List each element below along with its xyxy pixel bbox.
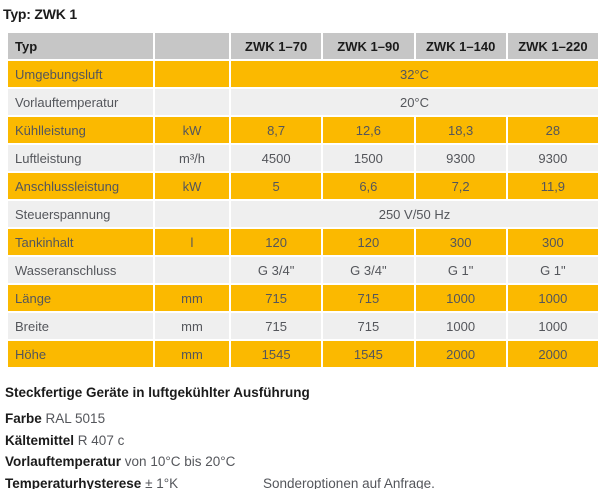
note-label: Temperaturhysterese: [5, 475, 142, 489]
row-vorlauftemperatur: Vorlauftemperatur 20°C: [8, 89, 598, 115]
col-header-zwk-1-220: ZWK 1–220: [507, 33, 598, 59]
col-header-typ: Typ: [8, 33, 153, 59]
note-temperaturhysterese: Temperaturhysterese ± 1°K Sonderoptionen…: [5, 473, 600, 489]
value-cell: 715: [231, 285, 322, 311]
spec-label: Umgebungsluft: [8, 61, 153, 87]
value-cell: 8,7: [231, 117, 322, 143]
value-cell: 9300: [507, 145, 598, 171]
spec-label: Steuerspannung: [8, 201, 153, 227]
spec-label: Vorlauftemperatur: [8, 89, 153, 115]
unit-cell: [155, 257, 229, 283]
unit-cell: kW: [155, 117, 229, 143]
unit-cell: mm: [155, 313, 229, 339]
value-cell: 28: [507, 117, 598, 143]
span-value-cell: 250 V/50 Hz: [231, 201, 598, 227]
unit-cell: [155, 89, 229, 115]
row-hoehe: Höhe mm 1545 1545 2000 2000: [8, 341, 598, 367]
value-cell: 1000: [507, 313, 598, 339]
value-cell: 5: [231, 173, 322, 199]
value-cell: 1500: [323, 145, 414, 171]
note-text: R 407 c: [77, 432, 125, 448]
col-header-zwk-1-70: ZWK 1–70: [231, 33, 322, 59]
note-text: ± 1°K: [145, 475, 179, 489]
note-label: Vorlauftemperatur: [5, 454, 122, 469]
value-cell: 11,9: [507, 173, 598, 199]
value-cell: 1000: [415, 285, 506, 311]
unit-cell: l: [155, 229, 229, 255]
value-cell: 715: [323, 313, 414, 339]
value-cell: 2000: [415, 341, 506, 367]
spec-label: Breite: [8, 313, 153, 339]
value-cell: 7,2: [415, 173, 506, 199]
value-cell: 1545: [323, 341, 414, 367]
row-steuerspannung: Steuerspannung 250 V/50 Hz: [8, 201, 598, 227]
col-header-zwk-1-90: ZWK 1–90: [323, 33, 414, 59]
unit-cell: [155, 61, 229, 87]
spec-table: Typ ZWK 1–70 ZWK 1–90 ZWK 1–140 ZWK 1–22…: [6, 31, 600, 369]
footer-notes: Steckfertige Geräte in luftgekühlter Aus…: [5, 385, 600, 489]
value-cell: G 1": [507, 257, 598, 283]
value-cell: 6,6: [323, 173, 414, 199]
spec-label: Länge: [8, 285, 153, 311]
row-laenge: Länge mm 715 715 1000 1000: [8, 285, 598, 311]
row-anschlussleistung: Anschlussleistung kW 5 6,6 7,2 11,9: [8, 173, 598, 199]
side-note: Sonderoptionen auf Anfrage.: [263, 475, 435, 489]
col-header-unit: [155, 33, 229, 59]
value-cell: 4500: [231, 145, 322, 171]
row-kuehlleistung: Kühlleistung kW 8,7 12,6 18,3 28: [8, 117, 598, 143]
value-cell: 715: [231, 313, 322, 339]
value-cell: 12,6: [323, 117, 414, 143]
row-luftleistung: Luftleistung m³/h 4500 1500 9300 9300: [8, 145, 598, 171]
spec-label: Wasseranschluss: [8, 257, 153, 283]
span-value-cell: 20°C: [231, 89, 598, 115]
value-cell: G 3/4": [231, 257, 322, 283]
col-header-zwk-1-140: ZWK 1–140: [415, 33, 506, 59]
row-umgebungsluft: Umgebungsluft 32°C: [8, 61, 598, 87]
table-header-row: Typ ZWK 1–70 ZWK 1–90 ZWK 1–140 ZWK 1–22…: [8, 33, 598, 59]
unit-cell: kW: [155, 173, 229, 199]
value-cell: 715: [323, 285, 414, 311]
value-cell: 300: [507, 229, 598, 255]
note-kaeltemittel: Kältemittel R 407 c: [5, 430, 600, 452]
value-cell: G 1": [415, 257, 506, 283]
note-text: von 10°C bis 20°C: [124, 454, 236, 469]
spec-label: Höhe: [8, 341, 153, 367]
unit-cell: [155, 201, 229, 227]
span-value-cell: 32°C: [231, 61, 598, 87]
footer-heading: Steckfertige Geräte in luftgekühlter Aus…: [5, 385, 310, 400]
page-title: Typ: ZWK 1: [3, 6, 77, 22]
note-label: Kältemittel: [5, 432, 75, 448]
spec-label: Kühlleistung: [8, 117, 153, 143]
unit-cell: mm: [155, 285, 229, 311]
value-cell: 120: [323, 229, 414, 255]
unit-cell: mm: [155, 341, 229, 367]
row-breite: Breite mm 715 715 1000 1000: [8, 313, 598, 339]
note-text: RAL 5015: [45, 411, 106, 426]
value-cell: G 3/4": [323, 257, 414, 283]
value-cell: 18,3: [415, 117, 506, 143]
unit-cell: m³/h: [155, 145, 229, 171]
spec-label: Luftleistung: [8, 145, 153, 171]
note-vorlauftemperatur: Vorlauftemperatur von 10°C bis 20°C: [5, 451, 600, 473]
value-cell: 9300: [415, 145, 506, 171]
value-cell: 1545: [231, 341, 322, 367]
row-tankinhalt: Tankinhalt l 120 120 300 300: [8, 229, 598, 255]
value-cell: 1000: [507, 285, 598, 311]
value-cell: 2000: [507, 341, 598, 367]
spec-label: Anschlussleistung: [8, 173, 153, 199]
value-cell: 1000: [415, 313, 506, 339]
row-wasseranschluss: Wasseranschluss G 3/4" G 3/4" G 1" G 1": [8, 257, 598, 283]
value-cell: 300: [415, 229, 506, 255]
spec-label: Tankinhalt: [8, 229, 153, 255]
note-label: Farbe: [5, 411, 42, 426]
note-farbe: Farbe RAL 5015: [5, 408, 600, 430]
value-cell: 120: [231, 229, 322, 255]
